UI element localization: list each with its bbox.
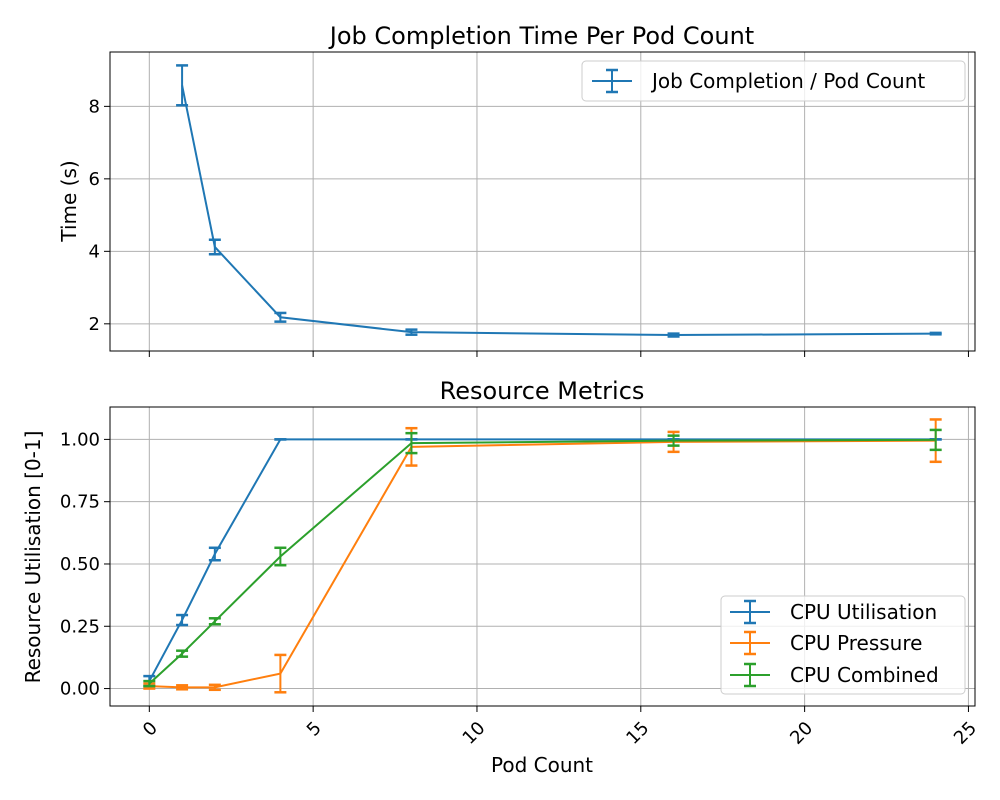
legend-label-cpu-pressure: CPU Pressure bbox=[790, 631, 922, 655]
y-tick-label: 0.75 bbox=[60, 492, 100, 513]
error-bar bbox=[667, 434, 680, 447]
error-bar bbox=[405, 431, 418, 455]
error-bar bbox=[208, 683, 221, 692]
error-bar bbox=[929, 331, 942, 336]
error-bar bbox=[208, 238, 221, 256]
bottom-chart-frame bbox=[109, 406, 976, 707]
series-job-completion-pod-count bbox=[176, 64, 942, 338]
legend-label-cpu-combined: CPU Combined bbox=[790, 663, 939, 687]
error-bar bbox=[274, 653, 287, 694]
legend-label-cpu-utilisation: CPU Utilisation bbox=[790, 600, 937, 624]
top-chart-legend-handle bbox=[592, 68, 632, 94]
bottom-chart-x-axis-label: Pod Count bbox=[491, 753, 593, 777]
error-bar bbox=[176, 684, 189, 691]
bottom-chart-legend: CPU Utilisation CPU Pressure CPU Combine… bbox=[720, 595, 966, 695]
error-bar bbox=[274, 311, 287, 323]
top-chart-legend-label: Job Completion / Pod Count bbox=[650, 69, 925, 93]
top-chart-grid bbox=[110, 52, 975, 351]
bottom-chart-legend-box bbox=[720, 595, 966, 695]
top-chart-x-ticks bbox=[148, 351, 969, 357]
series-cpu-combined bbox=[143, 428, 942, 688]
error-bar bbox=[667, 332, 680, 338]
error-bar bbox=[405, 328, 418, 336]
y-tick-label: 0.00 bbox=[60, 679, 100, 700]
bottom-chart-y-ticks: 0.00 0.25 0.50 0.75 1.00 bbox=[60, 429, 110, 700]
error-bar bbox=[929, 428, 942, 452]
legend-handle-cpu-combined bbox=[730, 662, 770, 688]
error-bar bbox=[176, 613, 189, 627]
top-chart-y-axis-label: Time (s) bbox=[57, 160, 81, 242]
y-tick-label: 0.50 bbox=[60, 554, 100, 575]
y-tick-label: 0.25 bbox=[60, 616, 100, 637]
top-chart-legend: Job Completion / Pod Count bbox=[581, 60, 966, 102]
error-bar bbox=[176, 64, 189, 107]
legend-handle-cpu-pressure bbox=[730, 630, 770, 656]
legend-handle-cpu-utilisation bbox=[730, 599, 770, 625]
top-chart-panel: Job Completion Time Per Pod Count 2 4 6 8 T… bbox=[57, 22, 976, 357]
y-tick-label: 2 bbox=[89, 314, 100, 335]
error-bar bbox=[274, 546, 287, 567]
error-bar bbox=[143, 679, 156, 688]
top-chart-title: Job Completion Time Per Pod Count bbox=[328, 22, 754, 50]
bottom-chart-title: Resource Metrics bbox=[440, 377, 645, 405]
y-tick-label: 4 bbox=[89, 241, 100, 262]
error-bar bbox=[208, 617, 221, 626]
y-tick-label: 8 bbox=[89, 96, 100, 117]
bottom-chart-y-axis-label: Resource Utilisation [0-1] bbox=[21, 431, 45, 684]
top-chart-legend-box bbox=[581, 60, 966, 102]
y-tick-label: 1.00 bbox=[60, 429, 100, 450]
y-tick-label: 6 bbox=[89, 169, 100, 190]
error-bar bbox=[176, 649, 189, 658]
error-bar bbox=[208, 546, 221, 562]
bottom-chart-series bbox=[143, 418, 942, 694]
top-chart-series bbox=[176, 64, 942, 338]
top-chart-y-ticks: 2 4 6 8 bbox=[89, 96, 110, 335]
top-chart-frame bbox=[109, 51, 976, 352]
series-line bbox=[181, 85, 936, 337]
